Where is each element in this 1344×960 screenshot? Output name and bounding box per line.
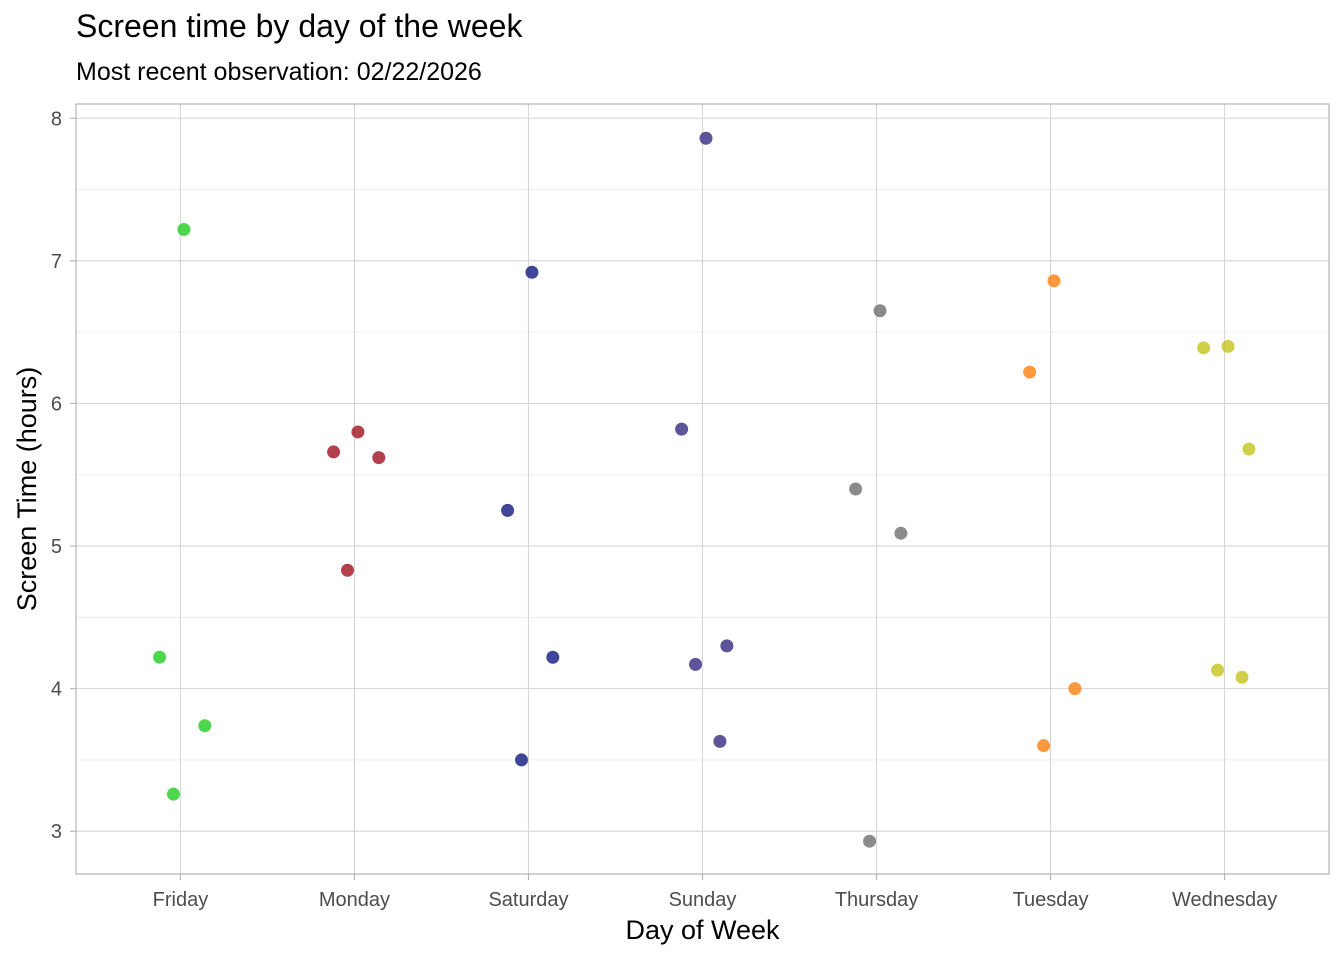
- data-point: [713, 734, 727, 748]
- data-point: [873, 304, 887, 318]
- x-tick-label: Wednesday: [1172, 889, 1277, 911]
- x-tick-label: Sunday: [669, 889, 737, 911]
- data-point: [351, 425, 365, 439]
- data-point: [340, 563, 354, 577]
- data-point: [1047, 274, 1061, 288]
- x-tick-label: Saturday: [488, 889, 568, 911]
- data-point: [525, 265, 539, 279]
- data-point: [1197, 341, 1211, 355]
- y-axis-title: Screen Time (hours): [12, 367, 42, 612]
- y-tick-label: 8: [51, 108, 62, 130]
- x-tick-label: Friday: [153, 889, 209, 911]
- chart-title: Screen time by day of the week: [76, 8, 523, 44]
- data-point: [1242, 442, 1256, 456]
- x-tick-label: Monday: [319, 889, 390, 911]
- data-point: [327, 445, 341, 459]
- y-tick-label: 3: [51, 821, 62, 843]
- data-point: [1037, 739, 1051, 753]
- major-gridlines: [76, 104, 1329, 874]
- data-point: [675, 422, 689, 436]
- data-point: [372, 451, 386, 465]
- y-tick-label: 7: [51, 251, 62, 273]
- data-points: [153, 131, 1256, 848]
- data-point: [894, 526, 908, 540]
- data-point: [1221, 339, 1235, 353]
- x-axis-title: Day of Week: [625, 915, 780, 945]
- y-tick-label: 5: [51, 536, 62, 558]
- data-point: [863, 834, 877, 848]
- data-point: [1211, 663, 1225, 677]
- y-tick-label: 4: [51, 679, 62, 701]
- data-point: [1235, 670, 1249, 684]
- x-axis-ticks: Friday Monday Saturday Sunday Thursday Tuesda…: [153, 874, 1277, 911]
- y-axis-ticks: 3 4 5 6 7 8: [51, 108, 76, 843]
- chart-subtitle: Most recent observation: 02/22/2026: [76, 58, 482, 86]
- data-point: [515, 753, 529, 767]
- data-point: [177, 222, 191, 236]
- data-point: [1068, 682, 1082, 696]
- data-point: [198, 719, 212, 733]
- data-point: [501, 503, 515, 517]
- data-point: [546, 650, 560, 664]
- data-point: [166, 787, 180, 801]
- x-tick-label: Thursday: [835, 889, 918, 911]
- data-point: [699, 131, 713, 145]
- data-point: [1023, 365, 1037, 379]
- x-tick-label: Tuesday: [1013, 889, 1089, 911]
- data-point: [720, 639, 734, 653]
- y-tick-label: 6: [51, 393, 62, 415]
- data-point: [689, 657, 703, 671]
- data-point: [849, 482, 863, 496]
- data-point: [153, 650, 167, 664]
